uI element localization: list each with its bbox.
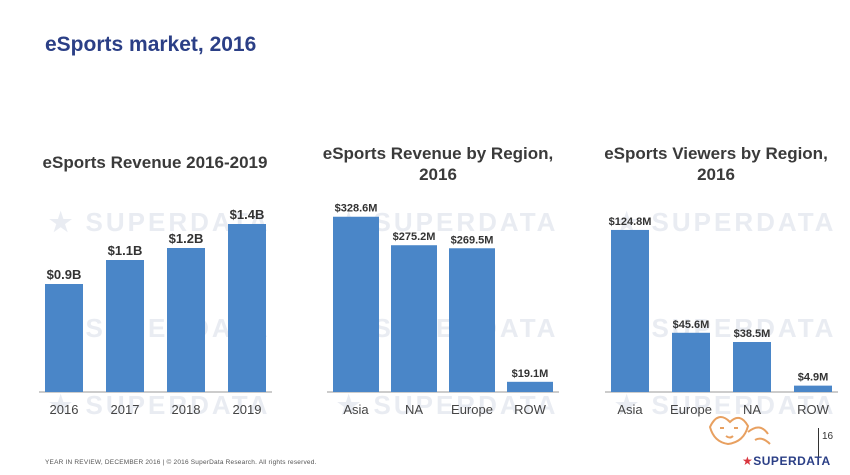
bar-row — [507, 381, 553, 392]
watermark: ★ SUPERDATA — [615, 207, 836, 237]
data-label: $4.9M — [798, 372, 829, 384]
watermark: ★ SUPERDATA — [49, 390, 270, 420]
doodle-sticker — [708, 416, 771, 446]
x-tick-label: 2019 — [233, 402, 262, 417]
data-label: $328.6M — [335, 203, 378, 215]
data-label: $1.1B — [108, 243, 143, 258]
watermark: ★ SUPERDATA — [337, 390, 558, 420]
x-tick-label: 2018 — [172, 402, 201, 417]
x-tick-label: 2017 — [111, 402, 140, 417]
chart-3-title: eSports Viewers by Region, 2016 — [604, 144, 828, 184]
superdata-logo: ★SUPERDATA — [742, 454, 831, 468]
page-divider — [818, 428, 819, 458]
data-label: $1.4B — [230, 207, 265, 222]
watermark: ★ SUPERDATA — [615, 313, 836, 343]
bar-2016 — [45, 284, 83, 392]
x-tick-label: 2016 — [50, 402, 79, 417]
data-label: $0.9B — [47, 267, 82, 282]
data-label: $124.8M — [609, 216, 652, 228]
x-tick-label: Europe — [451, 402, 493, 417]
x-tick-label: Europe — [670, 402, 712, 417]
bar-asia — [611, 229, 649, 392]
bar-2018 — [167, 248, 205, 392]
data-label: $275.2M — [393, 231, 436, 243]
page-number: 16 — [822, 431, 834, 442]
chart-2-title: eSports Revenue by Region, 2016 — [322, 144, 554, 184]
bar-2019 — [228, 224, 266, 392]
footer-text: YEAR IN REVIEW, DECEMBER 2016 | © 2016 S… — [45, 459, 317, 466]
x-tick-label: Asia — [343, 402, 369, 417]
x-tick-label: ROW — [514, 402, 547, 417]
data-label: $38.5M — [734, 328, 771, 340]
x-tick-label: NA — [743, 402, 761, 417]
bar-2017 — [106, 260, 144, 392]
bar-europe — [449, 248, 495, 392]
watermark: ★ SUPERDATA — [615, 390, 836, 420]
bar-na — [391, 245, 437, 392]
bar-row — [794, 385, 832, 392]
x-tick-label: ROW — [797, 402, 830, 417]
x-tick-label: Asia — [617, 402, 643, 417]
data-label: $1.2B — [169, 231, 204, 246]
bar-asia — [333, 216, 379, 392]
data-label: $19.1M — [512, 368, 549, 380]
data-label: $45.6M — [673, 319, 710, 331]
page-title: eSports market, 2016 — [45, 33, 257, 56]
chart-1-title: eSports Revenue 2016-2019 — [42, 153, 268, 172]
bar-europe — [672, 332, 710, 392]
star-icon: ★ — [742, 454, 754, 468]
data-label: $269.5M — [451, 234, 494, 246]
x-tick-label: NA — [405, 402, 423, 417]
bar-na — [733, 342, 771, 392]
